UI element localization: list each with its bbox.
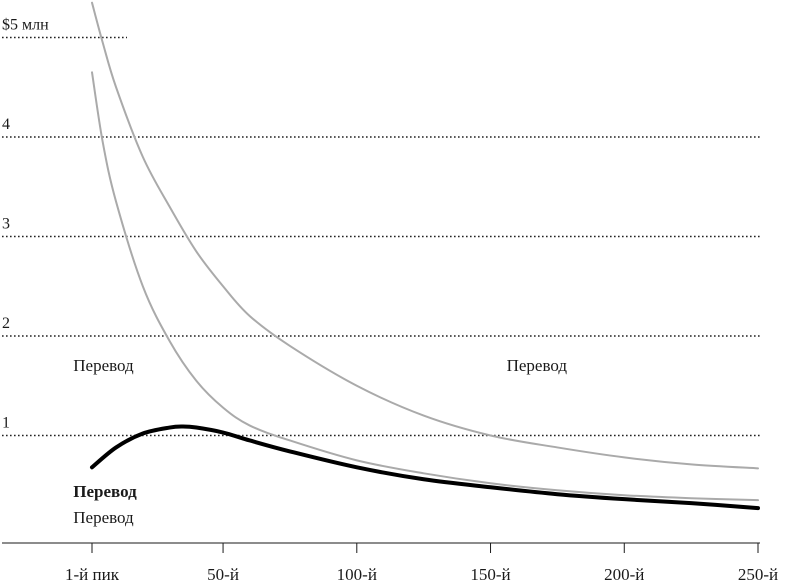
- y-tick-label: $5 млн: [2, 17, 49, 34]
- x-tick-label: 200-й: [604, 565, 644, 581]
- x-tick-label: 150-й: [470, 565, 510, 581]
- x-tick-label: 50-й: [207, 565, 239, 581]
- x-tick-label: 1-й пик: [65, 565, 120, 581]
- y-tick-labels: 1 2 3 4 $5 млн: [2, 17, 49, 432]
- series-line-1: [91, 1, 759, 470]
- y-tick-label: 2: [2, 315, 10, 332]
- annotations: Перевод Перевод Перевод Перевод: [73, 356, 567, 527]
- y-tick-label: 3: [2, 216, 10, 233]
- y-tick-label: 4: [2, 116, 10, 133]
- x-ticks: 1-й пик 50-й 100-й 150-й 200-й 250-й: [65, 543, 778, 581]
- annotation-label: Перевод: [73, 508, 134, 527]
- grid-lines: [2, 36, 760, 437]
- series-line-3: [90, 424, 760, 511]
- y-tick-label: 1: [2, 415, 10, 432]
- annotation-label: Перевод: [73, 356, 134, 375]
- series-lines: [90, 1, 760, 511]
- annotation-label: Перевод: [507, 356, 568, 375]
- x-tick-label: 100-й: [337, 565, 377, 581]
- annotation-label: Перевод: [73, 482, 137, 501]
- series-line-2: [91, 71, 759, 502]
- x-tick-label: 250-й: [738, 565, 778, 581]
